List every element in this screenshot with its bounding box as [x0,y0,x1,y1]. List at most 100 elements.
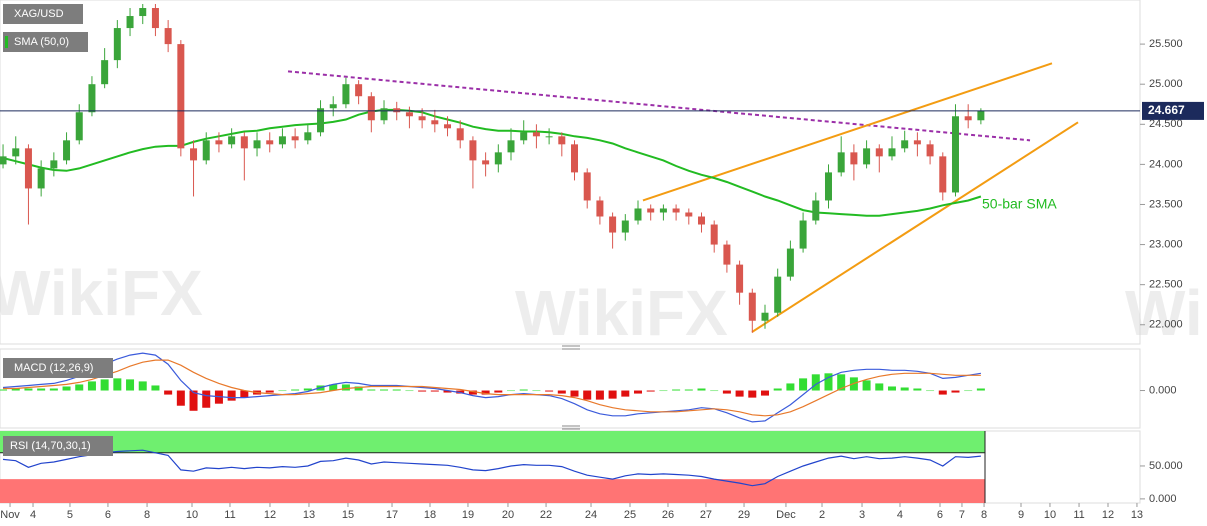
histogram-bar [100,379,109,391]
x-tick-label: 11 [1073,509,1084,521]
x-tick-label: 13 [1131,509,1143,521]
candle-body [901,140,909,149]
candle-body [405,112,413,117]
x-tick-label: 12 [1102,509,1114,521]
candle-body [482,160,490,165]
histogram-bar [341,384,350,391]
histogram-bar [672,389,681,391]
histogram-bar [507,390,516,392]
histogram-bar [900,387,909,391]
histogram-bar [875,383,884,391]
candle-body [571,144,579,173]
histogram-bar [430,390,439,392]
histogram-bar [202,390,211,408]
histogram-bar [494,390,503,393]
panel-title: MACD (12,26,9) [14,362,93,374]
candle-body [583,172,591,201]
candle-body [939,156,947,193]
histogram-bar [354,386,363,391]
histogram-bar [570,390,579,397]
histogram-bar [405,390,414,392]
last-price-tag [1142,101,1204,120]
panel-title: RSI (14,70,30,1) [10,440,91,452]
histogram-bar [811,374,820,391]
candle-body [697,216,705,225]
histogram-bar [151,385,160,391]
separator-handle[interactable] [562,345,580,350]
x-tick-label: 8 [144,509,150,521]
x-tick-label: 11 [224,509,235,521]
candle-body [126,16,134,29]
x-tick-label: 10 [1044,509,1056,521]
watermark: WikiFX [1125,277,1207,349]
x-tick-label: 18 [424,509,436,521]
candle-body [774,276,782,313]
candle-body [88,84,96,113]
histogram-bar [722,390,731,394]
histogram-bar [634,390,643,394]
x-tick-label: 29 [738,509,750,521]
candle-body [761,312,769,321]
candle-body [240,136,248,149]
histogram-bar [392,389,401,391]
candle-body [304,132,312,141]
candle-body [926,144,934,157]
watermark: WikiFX [0,257,203,329]
y-tick-label: 0.000 [1149,493,1177,505]
candle-body [431,120,439,125]
candle-body [329,104,337,109]
x-tick-label: 20 [502,509,514,521]
histogram-bar [303,388,312,391]
x-tick-label: 25 [624,509,636,521]
y-tick-label: 23.000 [1149,238,1183,250]
legend-box [3,358,113,378]
candle-body [101,60,109,85]
x-tick-label: 9 [1018,509,1024,521]
annotation: 50-bar SMA [982,196,1057,212]
candle-body [609,216,617,233]
candle-body [291,136,299,141]
candle-body [444,124,452,129]
histogram-bar [519,389,528,391]
histogram-bar [837,374,846,391]
histogram-bar [583,390,592,400]
last-price-label: 24.667 [1148,103,1185,117]
candle-body [837,152,845,173]
candle-body [469,140,477,161]
candle-body [799,220,807,249]
candle-body [24,148,32,189]
histogram-bar [913,388,922,391]
candle-body [113,28,121,61]
histogram-bar [735,390,744,397]
candle-body [736,264,744,293]
histogram-bar [265,390,274,393]
candle-body [723,244,731,265]
candle-body [659,208,667,213]
macd-line [3,359,981,417]
candle-body [418,116,426,121]
y-tick-label: 24.500 [1149,118,1183,130]
separator-handle[interactable] [562,425,580,430]
y-tick-label: 50.000 [1149,460,1183,472]
candle-body [888,148,896,157]
histogram-bar [62,386,71,391]
candle-body [850,152,858,165]
histogram-bar [291,389,300,391]
histogram-bar [938,390,947,395]
histogram-bar [545,390,554,392]
y-tick-label: 23.500 [1149,198,1183,210]
rsi-line [2,449,981,487]
legend-entry: SMA (50,0) [14,36,69,48]
candle-body [215,140,223,145]
oversold-band [0,479,985,503]
x-tick-label: 4 [897,509,903,521]
x-tick-label: 3 [859,509,865,521]
candle-body [380,108,388,121]
candle-body [977,110,985,121]
candle-body [228,136,236,145]
histogram-bar [278,390,287,392]
x-tick-label: 4 [30,509,36,521]
candle-body [824,172,832,201]
candle-body [63,140,71,161]
histogram-bar [418,390,427,392]
